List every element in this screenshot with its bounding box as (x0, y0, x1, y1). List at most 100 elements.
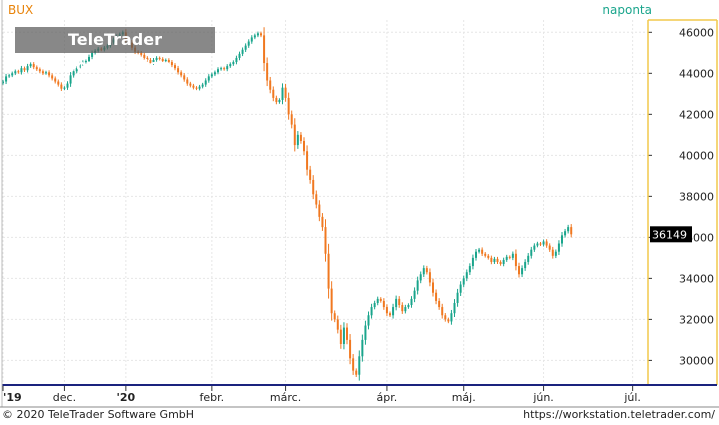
candle-body (352, 358, 355, 371)
candle-body (48, 72, 51, 76)
copyright-text: © 2020 TeleTrader Software GmbH (2, 408, 195, 421)
candle-body (490, 257, 493, 262)
candle-body (502, 259, 505, 265)
candle-body (244, 45, 247, 50)
candle-body (149, 59, 152, 64)
candle-body (376, 298, 379, 303)
candle-body (207, 76, 210, 81)
candle-body (250, 37, 253, 42)
candle-body (385, 307, 388, 314)
candle-body (284, 87, 287, 98)
candle-body (459, 284, 462, 293)
x-tick-label: jún. (532, 391, 554, 404)
candle-body (167, 59, 170, 63)
candle-body (287, 97, 290, 115)
candle-body (247, 41, 250, 46)
candle-body (419, 274, 422, 281)
watermark-logo: TeleTrader WorkStation (15, 27, 215, 75)
candle-body (57, 81, 60, 85)
candle-body (195, 87, 198, 89)
candle-body (554, 251, 557, 256)
candle-body (72, 71, 75, 76)
candle-body (533, 245, 536, 250)
candle-body (32, 64, 35, 68)
candle-body (204, 80, 207, 85)
candle-body (367, 315, 370, 326)
candle-body (561, 235, 563, 244)
last-value-badge (650, 226, 692, 243)
candle-body (23, 68, 26, 71)
candle-body (210, 74, 213, 77)
candle-body (527, 255, 530, 262)
candle-body (275, 97, 278, 103)
candle-body (342, 327, 345, 344)
candle-body (11, 73, 14, 76)
candle-body (496, 258, 499, 262)
candle-body (435, 292, 438, 301)
candle-body (253, 35, 256, 38)
candle-body (278, 99, 281, 103)
candle-body (481, 249, 484, 254)
y-tick-label: 34000 (679, 272, 714, 285)
candle-body (198, 86, 201, 89)
candle-body (263, 35, 266, 64)
candle-body (398, 298, 401, 306)
candle-body (358, 356, 361, 375)
candle-body (54, 78, 57, 82)
candle-body (17, 71, 20, 73)
candle-body (213, 72, 216, 75)
y-tick-label: 44000 (679, 67, 714, 80)
candle-body (370, 307, 373, 316)
candle-body (91, 52, 94, 57)
candle-body (5, 76, 8, 82)
candle-body (45, 72, 47, 74)
candle-body (260, 33, 262, 36)
candle-body (465, 272, 468, 279)
candle-body (186, 79, 189, 84)
candle-body (146, 57, 149, 60)
candle-body (392, 307, 395, 316)
candle-body (468, 266, 471, 273)
x-tick-label: dec. (53, 391, 76, 404)
candle-body (536, 243, 539, 246)
candle-body (241, 49, 244, 54)
y-tick-label: 42000 (679, 108, 714, 121)
candle-body (69, 75, 72, 84)
x-tick-label: júl. (623, 391, 641, 404)
candle-body (432, 282, 434, 293)
candle-body (542, 241, 545, 245)
candle-body (51, 75, 54, 79)
y-tick-label: 46000 (679, 26, 714, 39)
candle-body (158, 57, 161, 59)
candles (2, 27, 573, 381)
candle-body (226, 66, 229, 70)
candle-body (355, 370, 358, 375)
candle-body (306, 151, 309, 170)
candle-body (14, 71, 17, 74)
candle-body (84, 61, 87, 63)
candle-body (551, 249, 554, 256)
candle-body (220, 68, 223, 70)
candle-body (475, 251, 477, 258)
candle-body (217, 69, 219, 73)
candle-body (444, 315, 447, 320)
candle-body (493, 258, 496, 262)
candle-body (428, 272, 431, 283)
candle-body (548, 245, 551, 250)
candle-body (269, 80, 272, 90)
candle-body (456, 292, 459, 303)
candle-body (361, 339, 364, 357)
candle-body (290, 114, 293, 125)
candle-body (170, 62, 173, 66)
candle-body (524, 261, 527, 269)
candle-body (78, 64, 81, 69)
candle-body (8, 75, 11, 77)
x-tick-label: '19 (3, 391, 22, 404)
candle-body (223, 68, 226, 70)
interval-label: naponta (602, 3, 652, 17)
candle-body (410, 298, 413, 306)
candle-body (401, 305, 404, 312)
candle-body (364, 325, 367, 340)
candle-body (339, 329, 342, 344)
candle-body (404, 307, 407, 312)
